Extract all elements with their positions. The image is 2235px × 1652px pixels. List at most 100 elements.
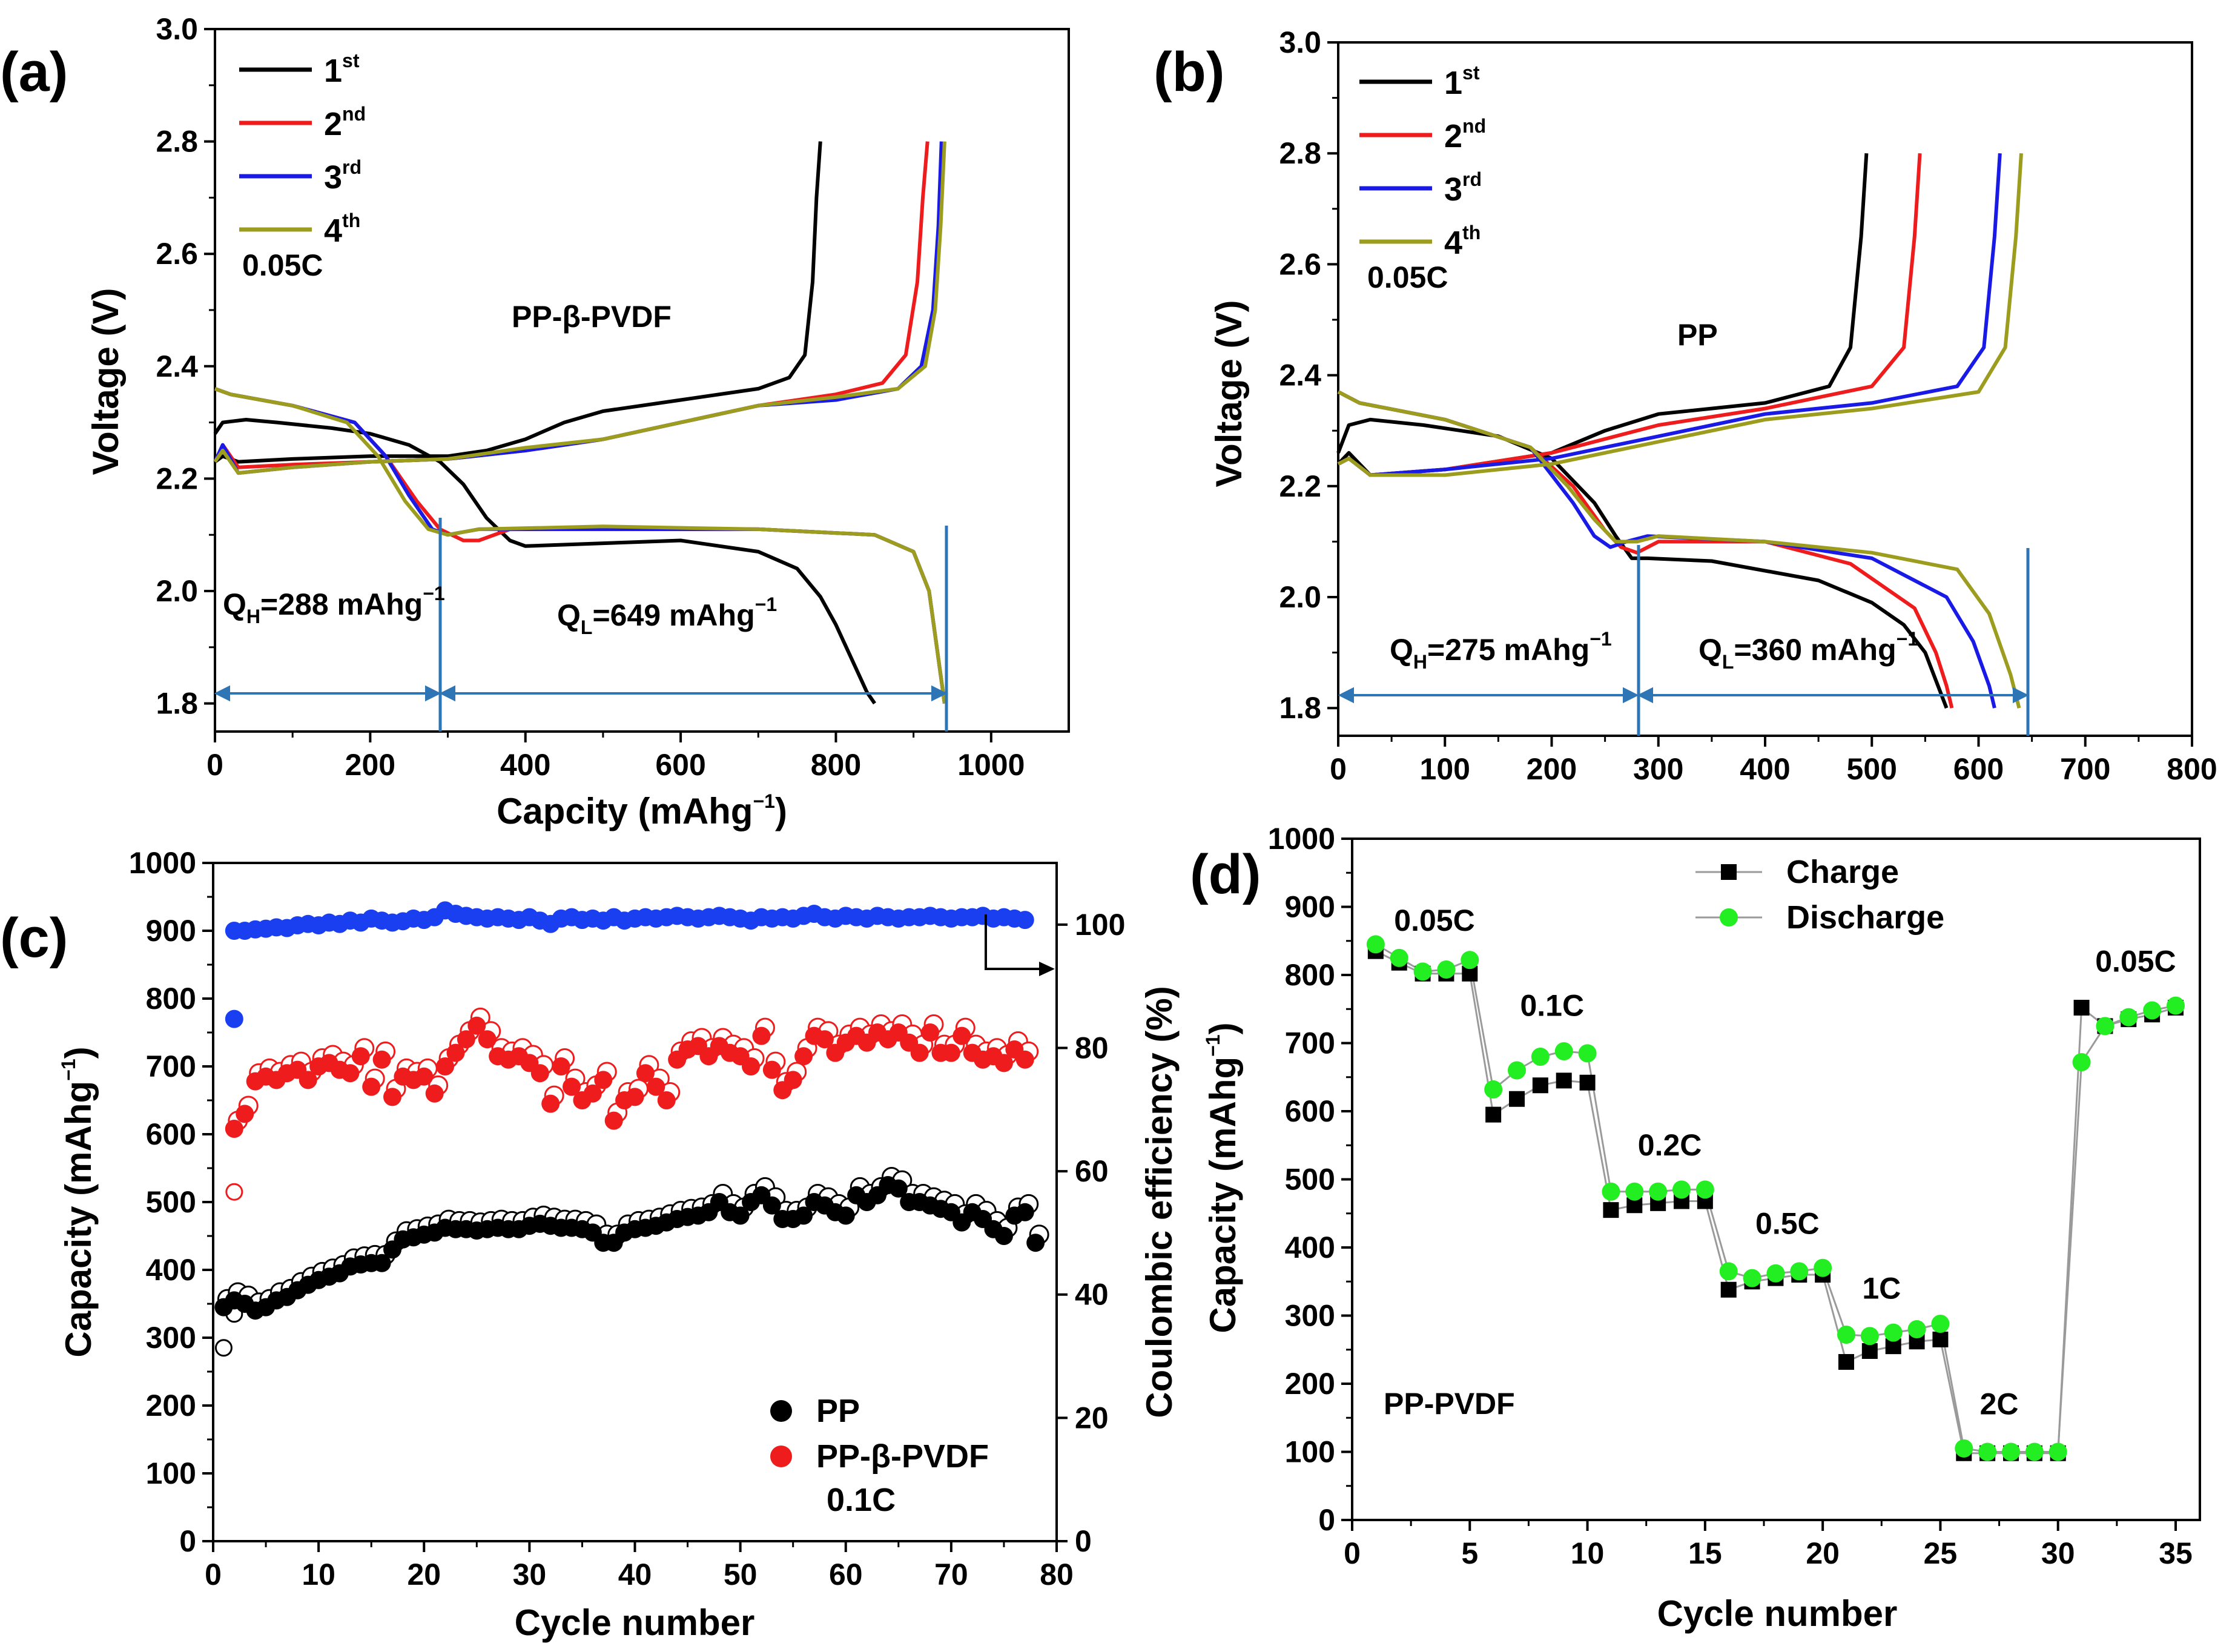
panel-d-legend-discharge: Discharge (1786, 899, 1944, 936)
panel-b-legend-entry-4: 4th (1444, 222, 1481, 261)
panel-c-x-tick-label: 0 (205, 1558, 222, 1591)
panel-d-charge-point (1556, 1072, 1572, 1089)
panel-c-x-tick-label: 10 (302, 1558, 335, 1591)
panel-a-y-tick-label: 2.6 (156, 237, 198, 271)
panel-c-pvdf-point (1015, 1050, 1034, 1069)
panel-d-y-tick-label: 900 (1285, 890, 1335, 924)
panel-d-discharge-point (1508, 1061, 1526, 1080)
panel-c-ce-point (1015, 911, 1034, 930)
panel-c-pvdf-point (415, 1067, 434, 1086)
panel-d-charge-point (1861, 1343, 1878, 1359)
panel-d-y-tick-label: 400 (1285, 1231, 1335, 1264)
panel-d-charge-point (1720, 1281, 1737, 1298)
panel-c-axis-indicator (985, 914, 1042, 970)
panel-b-y-ticks: 1.8 2.0 2.2 2.4 2.6 2.8 3.0 (1279, 25, 1338, 725)
panel-d-series (1366, 935, 2185, 1461)
panel-c-x-tick-label: 30 (513, 1558, 547, 1591)
panel-d-rate-label: 0.05C (1394, 904, 1474, 937)
panel-b: (b) 0 100 200 300 400 500 600 700 800 1.8 2.0 2.2 2… (1154, 25, 2217, 786)
panel-c-pvdf-point (362, 1077, 381, 1096)
panel-b-ql-arrowheads (1637, 687, 2029, 704)
panel-d-discharge-point (2143, 1001, 2162, 1020)
panel-d-discharge-point (1719, 1262, 1738, 1281)
panel-c-x-ticks: 0 10 20 30 40 50 60 70 80 (205, 1541, 1074, 1591)
panel-c-pp-point (994, 1227, 1013, 1245)
panel-a-ql-label: QL=649 mAhg−1 (557, 593, 777, 638)
panel-c: (c) 0 10 20 30 40 50 60 70 80 010020030040050060… (0, 846, 1180, 1643)
panel-d-x-tick-label: 0 (1344, 1536, 1361, 1570)
panel-c-legend-pvdf: PP-β-PVDF (816, 1438, 989, 1475)
panel-d-discharge-point (1955, 1439, 1973, 1458)
panel-d-discharge-point (1413, 962, 1432, 981)
panel-b-x-tick-label: 400 (1740, 752, 1790, 786)
panel-c-legend-pp: PP (816, 1393, 860, 1429)
panel-c-pvdf-point (942, 1043, 960, 1062)
panel-c-pvdf-point (457, 1030, 475, 1049)
panel-d-x-tick-label: 20 (1806, 1536, 1840, 1570)
panel-a-legend-entry-3: 3rd (324, 156, 361, 196)
panel-c-x-tick-label: 70 (934, 1558, 968, 1591)
panel-d-discharge-point (1860, 1327, 1879, 1346)
panel-d-discharge-point (1531, 1048, 1550, 1066)
panel-a-y-tick-label: 2.8 (156, 125, 198, 159)
panel-c-pvdf-point (552, 1057, 570, 1075)
panel-a-ql-arrowheads (439, 685, 948, 702)
panel-d-discharge-point (1578, 1044, 1597, 1063)
panel-d-discharge-point (2119, 1008, 2138, 1026)
panel-b-label: (b) (1154, 41, 1224, 103)
panel-a-x-tick-label: 200 (345, 748, 395, 782)
panel-d-discharge-point (2072, 1053, 2091, 1071)
panel-d-discharge-point (1766, 1264, 1785, 1283)
panel-d-y-tick-label: 100 (1285, 1435, 1335, 1469)
panel-b-x-tick-label: 100 (1420, 752, 1470, 786)
panel-c-pvdf-first-open (225, 1183, 243, 1201)
panel-c-rate: 0.1C (827, 1482, 896, 1518)
panel-d-discharge-point (1390, 948, 1408, 967)
panel-c-pvdf-point (341, 1064, 360, 1083)
panel-c-pvdf-point (921, 1023, 940, 1042)
panel-d-x-tick-label: 30 (2041, 1536, 2075, 1570)
panel-c-pvdf-point (636, 1064, 655, 1083)
panel-d-rate-label: 0.5C (1755, 1207, 1820, 1241)
panel-b-y-tick-label: 2.4 (1279, 358, 1321, 392)
panel-c-pvdf-point (657, 1091, 676, 1109)
panel-d-charge-point (1509, 1091, 1525, 1107)
panel-c-y-ticks: 0 100 200 300 400 500 600 700 800 900 1000 (129, 846, 213, 1558)
panel-d-discharge-point (1978, 1442, 1997, 1461)
panel-c-y-tick-label: 900 (146, 914, 196, 948)
panel-a-y-tick-label: 1.8 (156, 687, 198, 721)
panel-c-pp-point (1026, 1234, 1045, 1252)
panel-d-x-ticks: 0 5 10 15 20 25 30 35 (1344, 1520, 2193, 1570)
panel-d-discharge-point (2048, 1442, 2067, 1461)
panel-d-rate-label: 0.05C (2095, 944, 2176, 978)
panel-c-pvdf-point (372, 1050, 391, 1069)
panel-c-pvdf-point (952, 1026, 971, 1045)
panel-a-x-tick-label: 600 (655, 748, 705, 782)
panel-c-ce-first-point (225, 1009, 243, 1028)
panel-d-x-tick-label: 15 (1688, 1536, 1722, 1570)
panel-d-rate-label: 1C (1862, 1271, 1901, 1305)
panel-a-legend-entry-4: 4th (324, 210, 360, 249)
panel-d-discharge-point (1484, 1080, 1503, 1099)
panel-d-rate-label: 2C (1980, 1387, 2019, 1421)
panel-a-x-ticks: 0 200 400 600 800 1000 (206, 732, 1025, 782)
panel-d-charge-point (2073, 1000, 2090, 1016)
panel-c-y-tick-label: 100 (146, 1456, 196, 1490)
panel-d-discharge-point (1907, 1320, 1926, 1338)
panel-b-qh-label: QH=275 mAhg−1 (1390, 628, 1612, 673)
panel-a-y-tick-label: 2.4 (156, 349, 198, 383)
panel-d-discharge-point (1790, 1262, 1809, 1281)
panel-b-rate: 0.05C (1367, 260, 1448, 294)
panel-d-discharge-point (1461, 951, 1479, 970)
panel-d-charge-point (1838, 1354, 1854, 1370)
panel-d-discharge-point (1837, 1326, 1855, 1344)
panel-b-x-tick-label: 700 (2060, 752, 2110, 786)
panel-c-pvdf-point (467, 1016, 486, 1035)
panel-a-x-tick-label: 0 (206, 748, 223, 782)
panel-a-legend: 1st 2nd 3rd 4th (239, 50, 366, 249)
panel-b-ql-label: QL=360 mAhg−1 (1699, 628, 1918, 673)
panel-b-legend-entry-1: 1st (1444, 62, 1480, 101)
panel-a-x-tick-label: 1000 (957, 748, 1025, 782)
panel-c-pvdf-point (530, 1064, 549, 1083)
panel-c-pp-point (762, 1196, 781, 1215)
